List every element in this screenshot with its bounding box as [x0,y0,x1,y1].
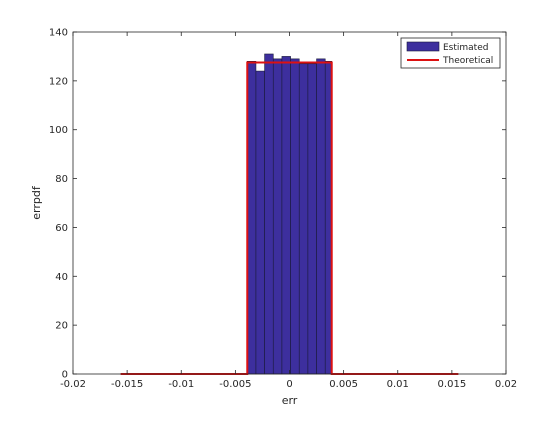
histogram-bar [316,58,326,375]
x-tick-label: -0.01 [168,379,194,390]
histogram-bar [290,58,300,375]
x-tick-label: 0.01 [387,379,409,390]
histogram-bar [307,63,317,375]
y-tick-label: 60 [55,223,68,234]
y-axis-label: errpdf [30,185,43,220]
x-tick-label: 0 [286,379,292,390]
y-tick-label: 140 [49,28,68,39]
histogram-bar [264,53,274,375]
legend-label-estimated: Estimated [443,43,488,53]
estimated-bars [246,53,333,375]
legend-label-theoretical: Theoretical [442,56,493,66]
x-tick-label: 0.005 [329,379,358,390]
y-tick-label: 20 [55,321,68,332]
tick-group: -0.02 -0.015 -0.01 -0.005 0 0.005 0.01 0.015 0.0… [49,28,517,391]
y-tick-label: 100 [49,125,68,136]
y-tick-label: 0 [62,370,68,381]
x-tick-label: -0.005 [219,379,251,390]
y-tick-label: 120 [49,76,68,87]
legend-swatch-estimated [406,41,440,52]
x-tick-label: 0.015 [438,379,467,390]
x-axis-label: err [282,394,298,407]
x-tick-label: -0.015 [111,379,143,390]
y-tick-label: 40 [55,272,68,283]
x-tick-label: 0.02 [495,379,517,390]
histogram-bar [255,70,265,375]
x-tick-label: -0.02 [60,379,86,390]
histogram-bar [272,58,283,375]
legend: Estimated Theoretical [400,37,501,69]
histogram-bar [246,61,257,375]
y-tick-label: 80 [55,174,68,185]
histogram-bar [281,56,291,375]
histogram-bar [298,63,309,375]
